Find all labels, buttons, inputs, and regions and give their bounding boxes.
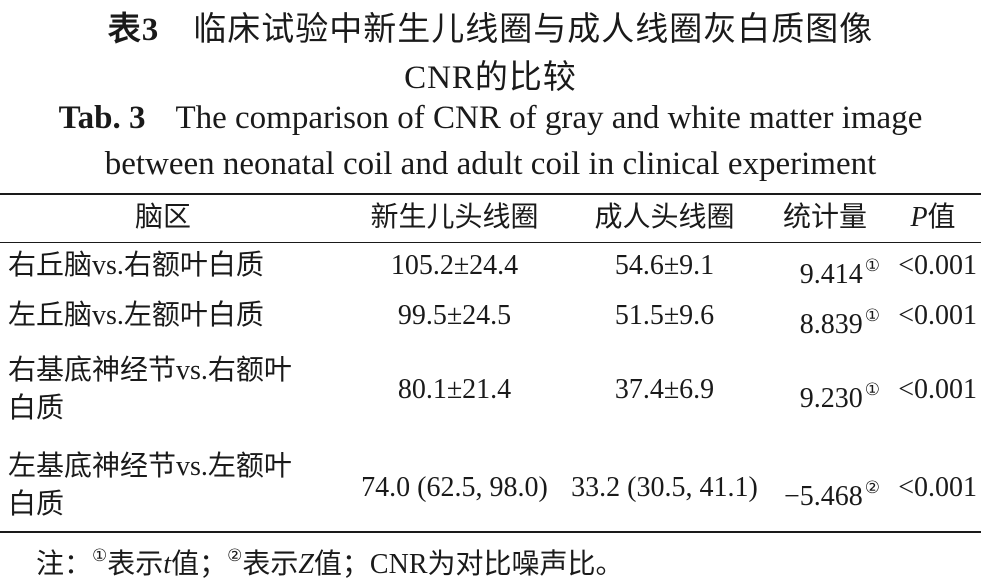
note-text: 表示 — [107, 549, 164, 580]
row-p-value: <0.001 — [898, 300, 977, 331]
table-title-cn-line2: CNR的比较 — [404, 60, 577, 96]
row-statistic: 9.414 ① — [770, 248, 880, 293]
region-line1: 右基底神经节vs.右额叶 — [8, 355, 292, 386]
note-variable-t: t — [163, 549, 172, 580]
footnote-marker: ① — [864, 306, 880, 325]
row-neonatal-value: 99.5±24.5 — [397, 300, 512, 331]
row-p-value: <0.001 — [898, 374, 977, 405]
row-p-value: <0.001 — [898, 250, 977, 281]
table-footnote: 注：①表示t值；②表示Z值；CNR为对比噪声比。 — [36, 542, 624, 582]
row-adult-value: 37.4±6.9 — [614, 374, 715, 405]
header-neonatal-coil: 新生儿头线圈 — [370, 202, 539, 233]
note-variable-z: Z — [298, 549, 314, 580]
table-label-en: Tab. 3 — [58, 100, 146, 136]
region-line1: 左基底神经节vs.左额叶 — [8, 451, 292, 482]
footnote-marker: ① — [864, 380, 880, 399]
row-neonatal-value: 80.1±21.4 — [397, 374, 512, 405]
note-marker-2: ② — [227, 546, 243, 565]
footnote-marker: ① — [864, 256, 880, 275]
table-title-en-line1: Tab. 3 The comparison of CNR of gray and … — [0, 100, 981, 137]
row-region: 左丘脑vs.左额叶白质 — [8, 300, 264, 331]
table-title-cn-text: 临床试验中新生儿线圈与成人线圈灰白质图像 — [193, 12, 874, 48]
table-header-rule — [0, 242, 981, 243]
table-bottom-rule — [0, 531, 981, 533]
table-top-rule — [0, 193, 981, 195]
row-p-value: <0.001 — [898, 472, 977, 503]
statistic-value: 9.414 — [799, 259, 863, 290]
table-title-en-text: The comparison of CNR of gray and white … — [175, 100, 923, 136]
table-title-cn-line1: 表3 临床试验中新生儿线圈与成人线圈灰白质图像 — [0, 2, 981, 50]
note-text: 值； — [171, 549, 228, 580]
row-statistic: 8.839 ① — [770, 298, 880, 343]
header-adult-coil: 成人头线圈 — [594, 202, 735, 233]
note-prefix: 注： — [36, 549, 93, 580]
note-marker-1: ① — [92, 546, 108, 565]
row-adult-value: 54.6±9.1 — [614, 250, 715, 281]
row-region: 左基底神经节vs.左额叶 白质 — [8, 448, 328, 524]
statistic-value: 8.839 — [799, 309, 863, 340]
row-neonatal-value: 74.0 (62.5, 98.0) — [361, 472, 548, 503]
table-label-cn: 表3 — [107, 12, 160, 48]
row-statistic: −5.468 ② — [770, 470, 880, 515]
row-region: 右丘脑vs.右额叶白质 — [8, 250, 264, 281]
region-line2: 白质 — [8, 489, 65, 520]
p-suffix: 值 — [927, 202, 956, 233]
header-statistic: 统计量 — [782, 202, 867, 233]
note-text: 表示 — [242, 549, 299, 580]
row-adult-value: 51.5±9.6 — [614, 300, 715, 331]
footnote-marker: ② — [864, 478, 880, 497]
table-title-en-line2: between neonatal coil and adult coil in … — [104, 146, 877, 182]
p-symbol: P — [910, 202, 928, 233]
statistic-value: −5.468 — [783, 481, 863, 512]
header-region: 脑区 — [134, 202, 191, 233]
region-line2: 白质 — [8, 393, 65, 424]
row-statistic: 9.230 ① — [770, 372, 880, 417]
row-adult-value: 33.2 (30.5, 41.1) — [571, 472, 758, 503]
row-neonatal-value: 105.2±24.4 — [390, 250, 519, 281]
note-text: 值；CNR为对比噪声比。 — [313, 549, 624, 580]
row-region: 右基底神经节vs.右额叶 白质 — [8, 352, 328, 428]
header-p-value: P值 — [893, 200, 973, 236]
statistic-value: 9.230 — [799, 383, 863, 414]
